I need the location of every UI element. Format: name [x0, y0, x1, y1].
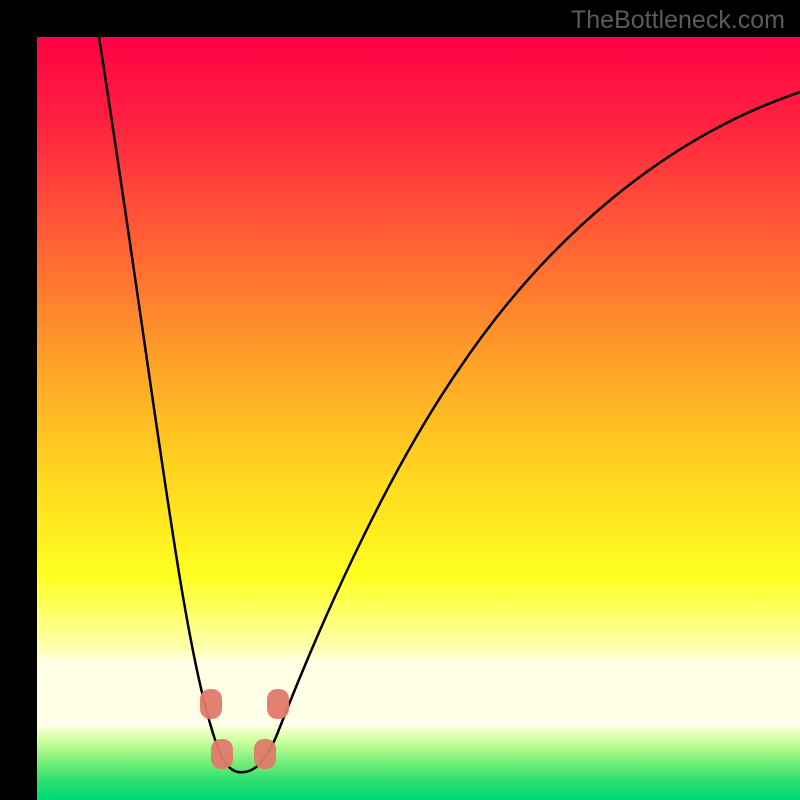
plot-area: [37, 37, 800, 800]
canvas-frame: TheBottleneck.com: [0, 0, 800, 800]
marker-dot: [200, 689, 222, 719]
marker-group: [200, 689, 289, 769]
marker-dot: [267, 689, 289, 719]
marker-dot: [211, 739, 233, 769]
bottleneck-curve: [99, 37, 800, 772]
curve-overlay: [37, 37, 800, 800]
marker-dot: [254, 739, 276, 769]
watermark-text: TheBottleneck.com: [571, 6, 785, 35]
